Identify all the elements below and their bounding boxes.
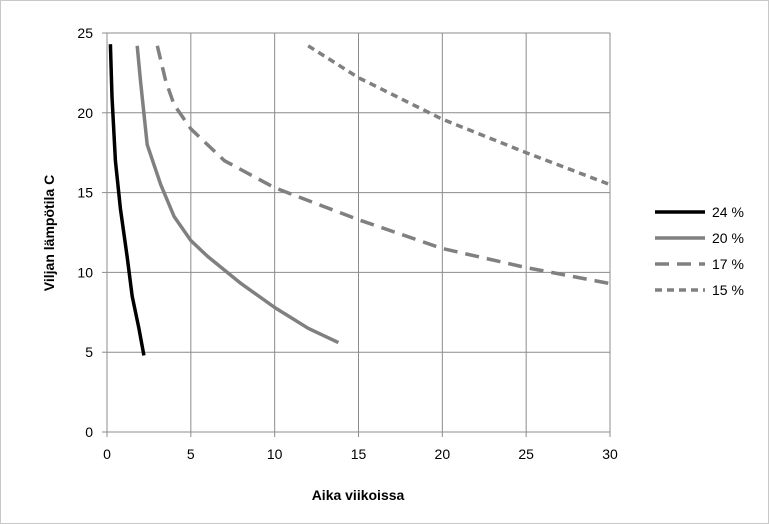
series-line-2	[135, 45, 340, 345]
legend: 24 % 20 % 17 % 15 %	[655, 204, 744, 298]
y-tick-label: 20	[77, 105, 93, 121]
x-tick-label: 10	[267, 446, 283, 462]
series-line-1	[108, 44, 146, 356]
y-tick-label: 15	[77, 185, 93, 201]
series-line-3	[155, 45, 611, 286]
legend-label-2: 20 %	[712, 230, 744, 246]
legend-label-1: 24 %	[712, 204, 744, 220]
x-axis-label: Aika viikoissa	[312, 487, 405, 503]
legend-label-3: 17 %	[712, 256, 744, 272]
x-tick-label: 30	[602, 446, 618, 462]
x-tick-label: 15	[351, 446, 367, 462]
y-tick-label: 5	[85, 344, 93, 360]
legend-label-4: 15 %	[712, 282, 744, 298]
y-axis-ticks: 0 5 10 15 20 25	[77, 25, 107, 440]
x-tick-label: 0	[103, 446, 111, 462]
y-axis-label: Viljan lämpötila C	[41, 175, 57, 291]
y-tick-label: 0	[85, 424, 93, 440]
series	[108, 44, 611, 356]
x-axis-ticks: 0 5 10 15 20 25 30	[103, 432, 618, 462]
series-line-4	[307, 44, 611, 187]
y-tick-label: 10	[77, 264, 93, 280]
grid	[106, 32, 611, 433]
x-tick-label: 25	[518, 446, 534, 462]
x-tick-label: 5	[187, 446, 195, 462]
y-tick-label: 25	[77, 25, 93, 41]
x-tick-label: 20	[435, 446, 451, 462]
